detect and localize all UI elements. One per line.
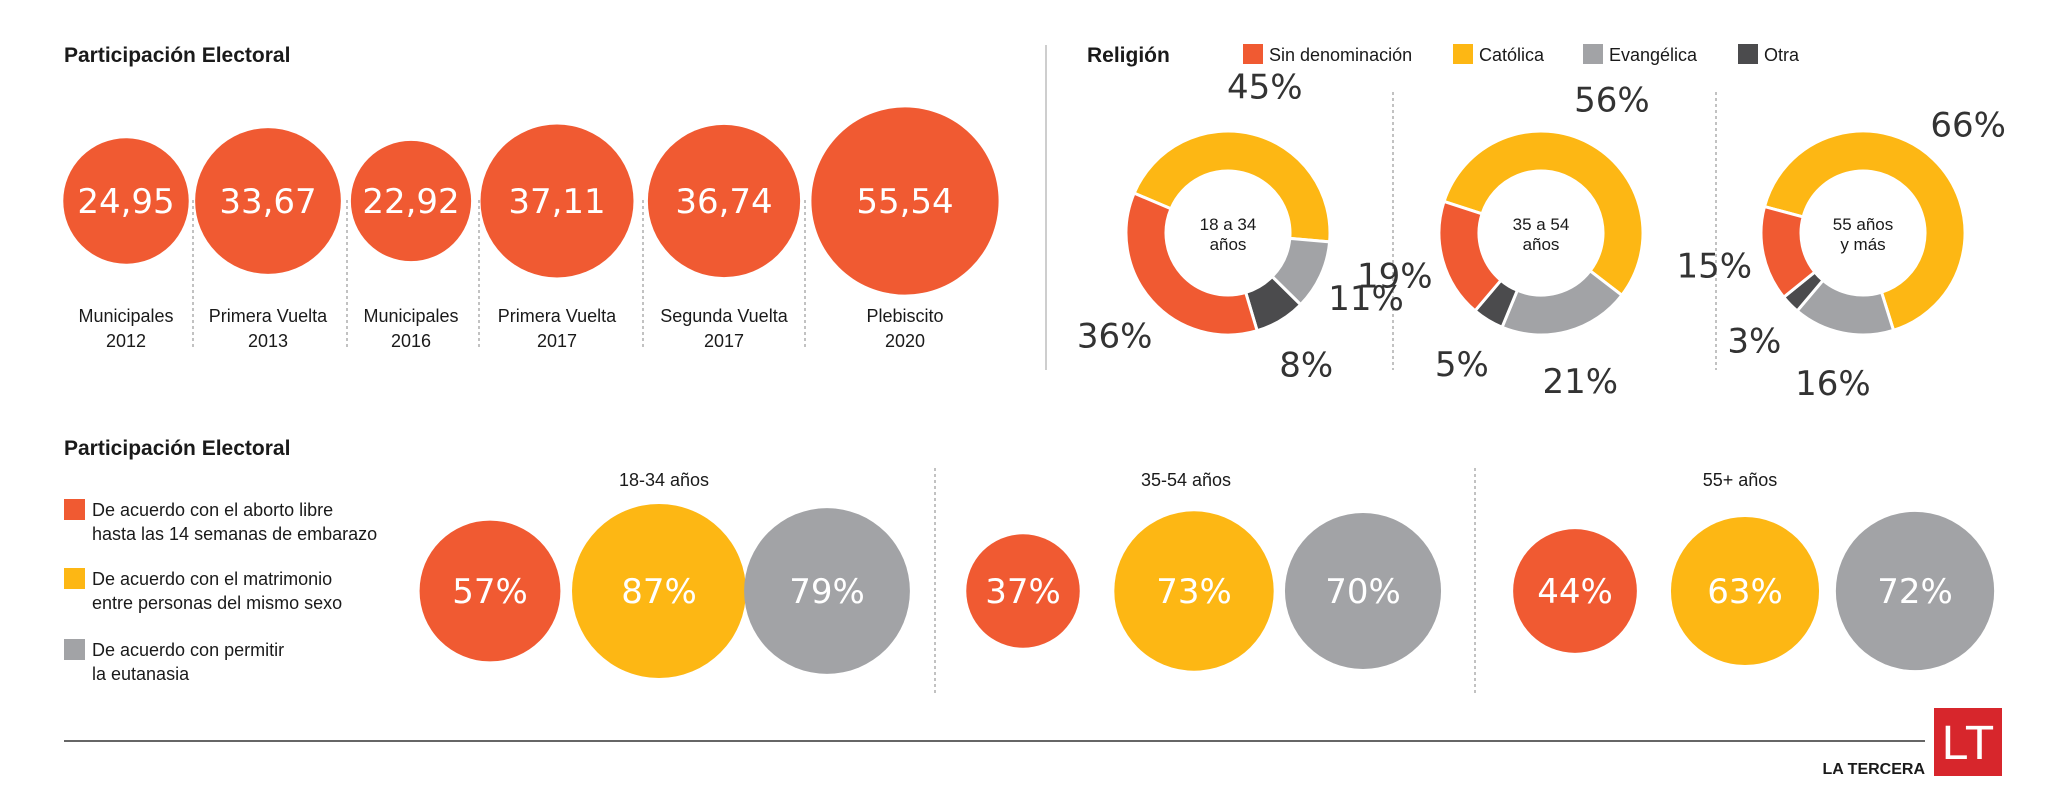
legend-swatch — [1453, 44, 1473, 64]
opinion-value-label: 79% — [789, 572, 865, 612]
opinion-bubble — [1284, 512, 1442, 670]
donut-center-label: 55 años — [1833, 215, 1894, 234]
donut-percent-label: 66% — [1930, 105, 2006, 145]
opinion-value-label: 70% — [1325, 572, 1401, 612]
opinion-value-label: 73% — [1156, 572, 1232, 612]
participation-value-label: 33,67 — [219, 182, 316, 222]
participation-value-label: 36,74 — [675, 182, 772, 222]
participation-bubble — [195, 128, 341, 274]
donut-percent-label: 16% — [1795, 364, 1871, 404]
opinion-bubble — [744, 508, 910, 674]
donut-slice — [1759, 204, 1817, 300]
participation-category-year: 2020 — [885, 331, 925, 351]
participation-bubble — [63, 138, 189, 264]
participation-bubble — [811, 107, 999, 295]
participation-bubble — [480, 124, 634, 278]
participation-value-label: 37,11 — [508, 182, 605, 222]
participation-category-year: 2013 — [248, 331, 288, 351]
participation-category-label: Primera Vuelta — [209, 306, 328, 326]
participation-category-label: Municipales — [363, 306, 458, 326]
opinion-group-label: 55+ años — [1703, 470, 1778, 490]
donut-percent-label: 5% — [1435, 345, 1489, 385]
participation-category-year: 2016 — [391, 331, 431, 351]
donut-percent-label: 56% — [1574, 81, 1650, 121]
brand-logo-box — [1934, 708, 2002, 776]
brand-logo-text: LT — [1942, 717, 1994, 770]
donut-slice — [1442, 129, 1645, 298]
participation-value-label: 55,54 — [856, 182, 953, 222]
opinion-legend-swatch — [64, 499, 85, 520]
donut-percent-label: 19% — [1357, 257, 1433, 297]
opinion-bubble — [1513, 529, 1637, 653]
participation-value-label: 22,92 — [362, 182, 459, 222]
donut-slice — [1132, 129, 1332, 244]
participation-category-label: Municipales — [78, 306, 173, 326]
participation-bubble — [350, 140, 472, 262]
opinion-bubble — [419, 520, 561, 662]
legend-label: Otra — [1764, 45, 1800, 65]
donut-percent-label: 45% — [1227, 68, 1303, 108]
section-title-religion: Religión — [1087, 44, 1170, 67]
opinion-bubble — [1670, 516, 1820, 666]
opinion-value-label: 37% — [985, 572, 1061, 612]
opinion-legend-label: De acuerdo con el matrimonio — [92, 569, 332, 589]
opinion-legend-label: De acuerdo con el aborto libre — [92, 500, 333, 520]
section-title-opinion: Participación Electoral — [64, 437, 290, 460]
legend-label: Evangélica — [1609, 45, 1698, 65]
opinion-value-label: 72% — [1877, 572, 1953, 612]
opinion-legend-label: De acuerdo con permitir — [92, 640, 284, 660]
participation-category-year: 2012 — [106, 331, 146, 351]
opinion-legend-swatch — [64, 568, 85, 589]
donut-percent-label: 3% — [1727, 321, 1781, 361]
opinion-value-label: 44% — [1537, 572, 1613, 612]
participation-value-label: 24,95 — [77, 182, 174, 222]
opinion-bubble — [966, 534, 1080, 648]
legend-swatch — [1583, 44, 1603, 64]
opinion-group-label: 35-54 años — [1141, 470, 1231, 490]
opinion-legend-label: hasta las 14 semanas de embarazo — [92, 524, 377, 544]
opinion-legend-swatch — [64, 639, 85, 660]
participation-category-year: 2017 — [537, 331, 577, 351]
opinion-value-label: 63% — [1707, 572, 1783, 612]
donut-slice — [1437, 199, 1504, 313]
legend-label: Católica — [1479, 45, 1545, 65]
participation-category-label: Primera Vuelta — [498, 306, 617, 326]
brand-name: LA TERCERA — [1822, 761, 1925, 778]
opinion-group-label: 18-34 años — [619, 470, 709, 490]
donut-slice — [1500, 268, 1624, 337]
donut-percent-label: 21% — [1542, 362, 1618, 402]
donut-center-label: 35 a 54 — [1513, 215, 1570, 234]
opinion-bubble — [1835, 511, 1995, 671]
donut-percent-label: 11% — [1328, 279, 1404, 319]
participation-bubble — [647, 124, 801, 278]
opinion-legend-label: la eutanasia — [92, 664, 190, 684]
legend-swatch — [1738, 44, 1758, 64]
opinion-bubble — [572, 504, 746, 678]
donut-percent-label: 36% — [1077, 316, 1153, 356]
opinion-bubble — [1114, 511, 1274, 671]
donut-slice — [1762, 129, 1967, 333]
legend-label: Sin denominación — [1269, 45, 1412, 65]
donut-center-label: y más — [1840, 235, 1885, 254]
donut-center-label: años — [1523, 235, 1560, 254]
opinion-value-label: 87% — [621, 572, 697, 612]
opinion-legend-label: entre personas del mismo sexo — [92, 593, 342, 613]
legend-swatch — [1243, 44, 1263, 64]
donut-center-label: 18 a 34 — [1200, 215, 1257, 234]
donut-slice — [1124, 191, 1260, 337]
donut-percent-label: 8% — [1279, 345, 1333, 385]
participation-category-label: Plebiscito — [866, 306, 943, 326]
participation-category-year: 2017 — [704, 331, 744, 351]
donut-percent-label: 15% — [1677, 247, 1753, 287]
opinion-value-label: 57% — [452, 572, 528, 612]
section-title-participacion: Participación Electoral — [64, 44, 290, 67]
donut-center-label: años — [1210, 235, 1247, 254]
participation-category-label: Segunda Vuelta — [660, 306, 788, 326]
